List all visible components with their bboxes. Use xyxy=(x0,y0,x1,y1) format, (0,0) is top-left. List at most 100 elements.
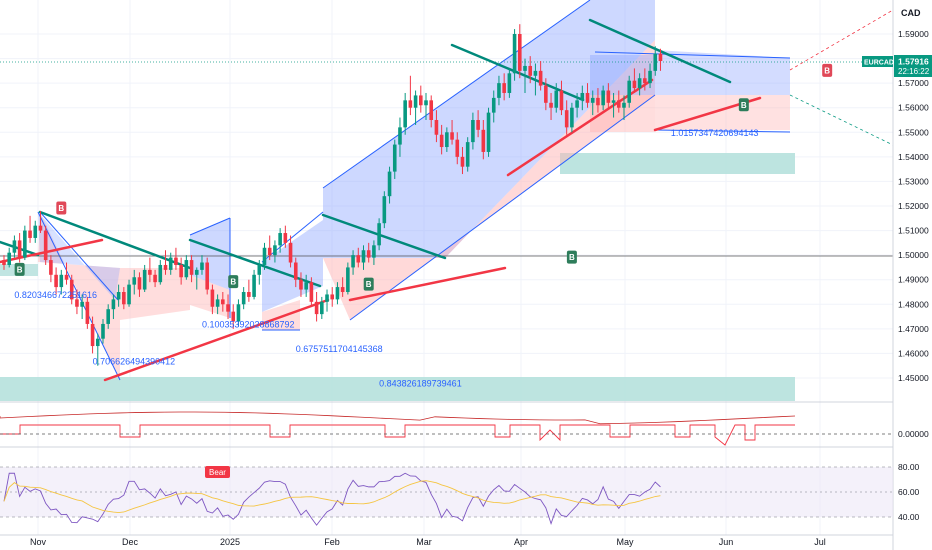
x-tick-label: 2025 xyxy=(220,537,240,547)
candle-body xyxy=(533,70,538,76)
x-tick-label: May xyxy=(616,537,634,547)
currency-label: CAD xyxy=(901,8,921,18)
channel-big-lower xyxy=(323,40,655,320)
candle-body xyxy=(377,223,381,246)
candle-body xyxy=(257,264,262,275)
countdown: 22:16:22 xyxy=(898,67,930,76)
badge-text: B xyxy=(366,280,372,289)
x-tick-label: Nov xyxy=(30,537,47,547)
indicator-step xyxy=(0,424,795,446)
candle-body xyxy=(64,274,69,280)
box-8 xyxy=(655,50,790,95)
candle-body xyxy=(111,299,116,310)
box-2 xyxy=(190,218,230,290)
box-9 xyxy=(655,95,790,130)
sell-badge: B xyxy=(822,63,833,77)
indicator-pane: 0.00000 xyxy=(0,401,929,446)
y-tick-label: 1.50000 xyxy=(898,250,929,260)
annotation-label: 0.6757511704145368 xyxy=(296,344,383,354)
candle-body xyxy=(59,274,64,288)
indicator-tick: 0.00000 xyxy=(898,429,929,439)
candle-body xyxy=(372,245,376,258)
candle-body xyxy=(549,102,553,108)
annotations: 0.820346672251616 0.706626494390412 0.1003… xyxy=(14,128,758,389)
candle-body xyxy=(596,97,600,106)
candle-body xyxy=(622,102,626,108)
candle-body xyxy=(476,120,480,130)
candle-body xyxy=(382,196,387,224)
trend-teal-3 xyxy=(188,238,322,288)
box-line xyxy=(261,211,324,263)
box-line xyxy=(189,217,231,236)
candle-body xyxy=(7,252,12,265)
candle-body xyxy=(616,100,621,108)
y-tick-label: 1.52000 xyxy=(898,201,929,211)
candle-body xyxy=(210,289,215,307)
candle-body xyxy=(273,245,277,256)
candle-body xyxy=(538,70,543,86)
candle-body xyxy=(148,269,152,275)
candle-body xyxy=(299,279,303,290)
y-tick-label: 1.59000 xyxy=(898,29,929,39)
candle-body xyxy=(137,277,142,290)
candle-body xyxy=(392,144,397,172)
rsi-tick: 80.00 xyxy=(898,462,920,472)
y-tick-label: 1.55000 xyxy=(898,127,929,137)
x-tick-label: Apr xyxy=(514,537,528,547)
left-channel-line xyxy=(37,211,121,381)
demand-zones xyxy=(0,153,795,401)
candle-body xyxy=(309,282,314,302)
candle-body xyxy=(419,95,423,106)
bear-label: Bear xyxy=(209,468,226,477)
last-price: 1.57916 xyxy=(898,57,929,67)
candle-body xyxy=(200,262,204,270)
candle-body xyxy=(450,132,454,140)
buy-badge: B xyxy=(363,277,374,291)
candle-body xyxy=(351,255,355,268)
candle-body xyxy=(142,269,147,290)
candle-body xyxy=(570,107,574,128)
instrument-label: EURCAD xyxy=(864,60,894,67)
candle-body xyxy=(523,65,527,71)
trend-teal-2 xyxy=(38,210,192,270)
candle-body xyxy=(49,260,53,275)
candle-body xyxy=(17,240,22,258)
candle-body xyxy=(439,134,444,148)
time-axis: Nov Dec 2025 Feb Mar Apr May Jun Jul xyxy=(0,534,893,547)
candle-body xyxy=(226,304,230,312)
badge-bg xyxy=(228,275,239,289)
candles xyxy=(2,24,663,366)
y-tick-label: 1.48000 xyxy=(898,299,929,309)
candle-body xyxy=(127,284,131,305)
rsi-ma-line xyxy=(3,480,661,513)
candle-body xyxy=(606,90,611,103)
candle-body xyxy=(153,274,157,283)
candle-body xyxy=(528,65,533,76)
candle-body xyxy=(366,250,371,258)
candle-body xyxy=(512,34,517,74)
candle-body xyxy=(314,301,319,315)
candle-body xyxy=(28,230,32,238)
signal-badges: BBBBBBBBB xyxy=(14,63,833,291)
candle-body xyxy=(627,80,631,103)
candle-body xyxy=(23,230,27,258)
rsi-pane: 80.00 60.00 40.00 Bear xyxy=(0,446,920,526)
candle-body xyxy=(361,250,366,263)
y-tick-label: 1.45000 xyxy=(898,373,929,383)
candle-body xyxy=(304,282,308,290)
candle-body xyxy=(643,78,647,84)
x-tick-label: Jul xyxy=(814,537,826,547)
trend-teal-4 xyxy=(321,213,447,260)
rsi-tick: 60.00 xyxy=(898,487,920,497)
candle-body xyxy=(325,294,329,302)
buy-badge: B xyxy=(228,275,239,289)
y-tick-label: 1.46000 xyxy=(898,348,929,358)
x-tick-label: Mar xyxy=(416,537,432,547)
candle-body xyxy=(54,274,58,288)
indicator-line-1 xyxy=(0,411,796,425)
candle-body xyxy=(80,301,84,307)
trend-red-1 xyxy=(0,238,104,264)
y-tick-label: 1.47000 xyxy=(898,324,929,334)
badge-bg xyxy=(566,250,577,264)
